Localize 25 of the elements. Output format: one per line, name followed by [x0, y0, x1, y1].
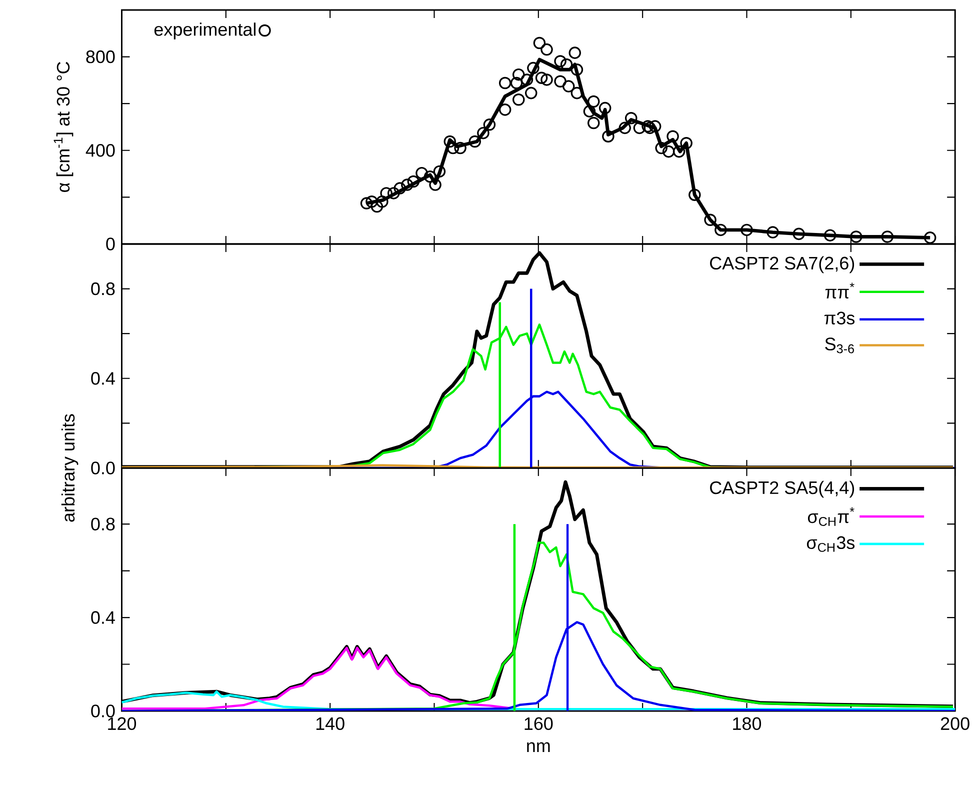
- x-tick-label: 200: [940, 717, 970, 730]
- legend-label: CASPT2 SA7(2,6): [710, 256, 854, 274]
- legend-label: S$_{3-6}$: [825, 338, 854, 354]
- y-tick-label: 0.4: [91, 611, 115, 624]
- y-tick-label: 0.8: [91, 518, 115, 530]
- x-tick-label: 140: [316, 717, 344, 730]
- y-tick-label: 800: [86, 50, 115, 64]
- legend-label: experimental: [154, 22, 256, 40]
- y-tick-label: 0.8: [91, 282, 115, 296]
- y-axis-title: α [cm$^{-1}$] at 30 °C: [54, 62, 74, 192]
- legend-label: ππ$^{*}$: [825, 282, 854, 299]
- y-tick-label: 0: [106, 238, 115, 250]
- x-axis-title: nm: [527, 742, 550, 752]
- legend-label: CASPT2 SA5(4,4): [710, 480, 854, 498]
- legend-label: σ$_{CH}$π$^{*}$: [808, 507, 854, 526]
- y-tick-label: 400: [86, 144, 115, 157]
- x-tick-label: 160: [524, 717, 553, 730]
- x-tick-label: 180: [733, 717, 762, 730]
- legend-label: σ$_{CH}$3s: [806, 536, 855, 552]
- y-tick-label: 0.0: [91, 462, 115, 474]
- x-tick-label: 120: [108, 717, 136, 730]
- legend-label: π3s: [824, 312, 855, 324]
- y-tick-label: 0.4: [91, 372, 115, 385]
- y-tick-label: 0.0: [91, 704, 115, 718]
- y-axis-title: arbitrary units: [61, 414, 78, 522]
